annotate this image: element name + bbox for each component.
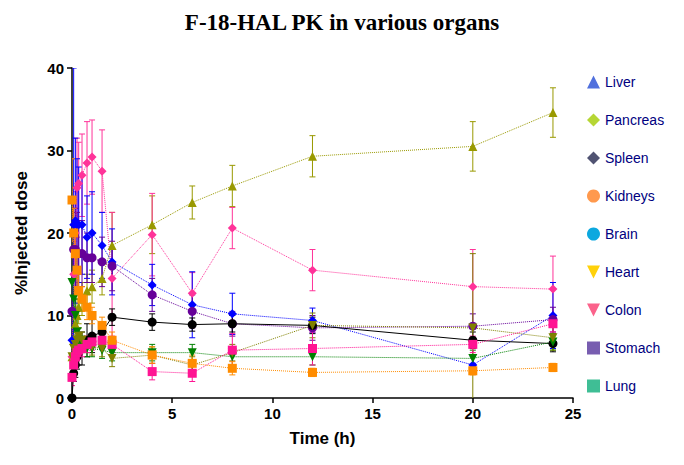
svg-text:0: 0 bbox=[68, 405, 76, 422]
svg-text:Lung: Lung bbox=[605, 378, 636, 394]
svg-text:15: 15 bbox=[364, 405, 381, 422]
svg-text:0: 0 bbox=[56, 390, 64, 407]
svg-text:Liver: Liver bbox=[605, 74, 636, 90]
svg-text:F-18-HAL PK in various organs: F-18-HAL PK in various organs bbox=[185, 10, 499, 35]
svg-text:Brain: Brain bbox=[605, 226, 638, 242]
svg-text:Pancreas: Pancreas bbox=[605, 112, 664, 128]
svg-text:10: 10 bbox=[47, 307, 64, 324]
svg-text:Spleen: Spleen bbox=[605, 150, 649, 166]
svg-text:Heart: Heart bbox=[605, 264, 639, 280]
svg-text:Kidneys: Kidneys bbox=[605, 188, 655, 204]
svg-text:Colon: Colon bbox=[605, 302, 642, 318]
svg-text:5: 5 bbox=[168, 405, 176, 422]
svg-text:20: 20 bbox=[47, 225, 64, 242]
svg-text:%Injected dose: %Injected dose bbox=[12, 171, 31, 295]
svg-text:Stomach: Stomach bbox=[605, 340, 660, 356]
svg-text:Time (h): Time (h) bbox=[290, 429, 356, 448]
svg-text:30: 30 bbox=[47, 142, 64, 159]
svg-text:25: 25 bbox=[565, 405, 582, 422]
svg-text:10: 10 bbox=[264, 405, 281, 422]
svg-text:40: 40 bbox=[47, 60, 64, 77]
svg-text:20: 20 bbox=[464, 405, 481, 422]
